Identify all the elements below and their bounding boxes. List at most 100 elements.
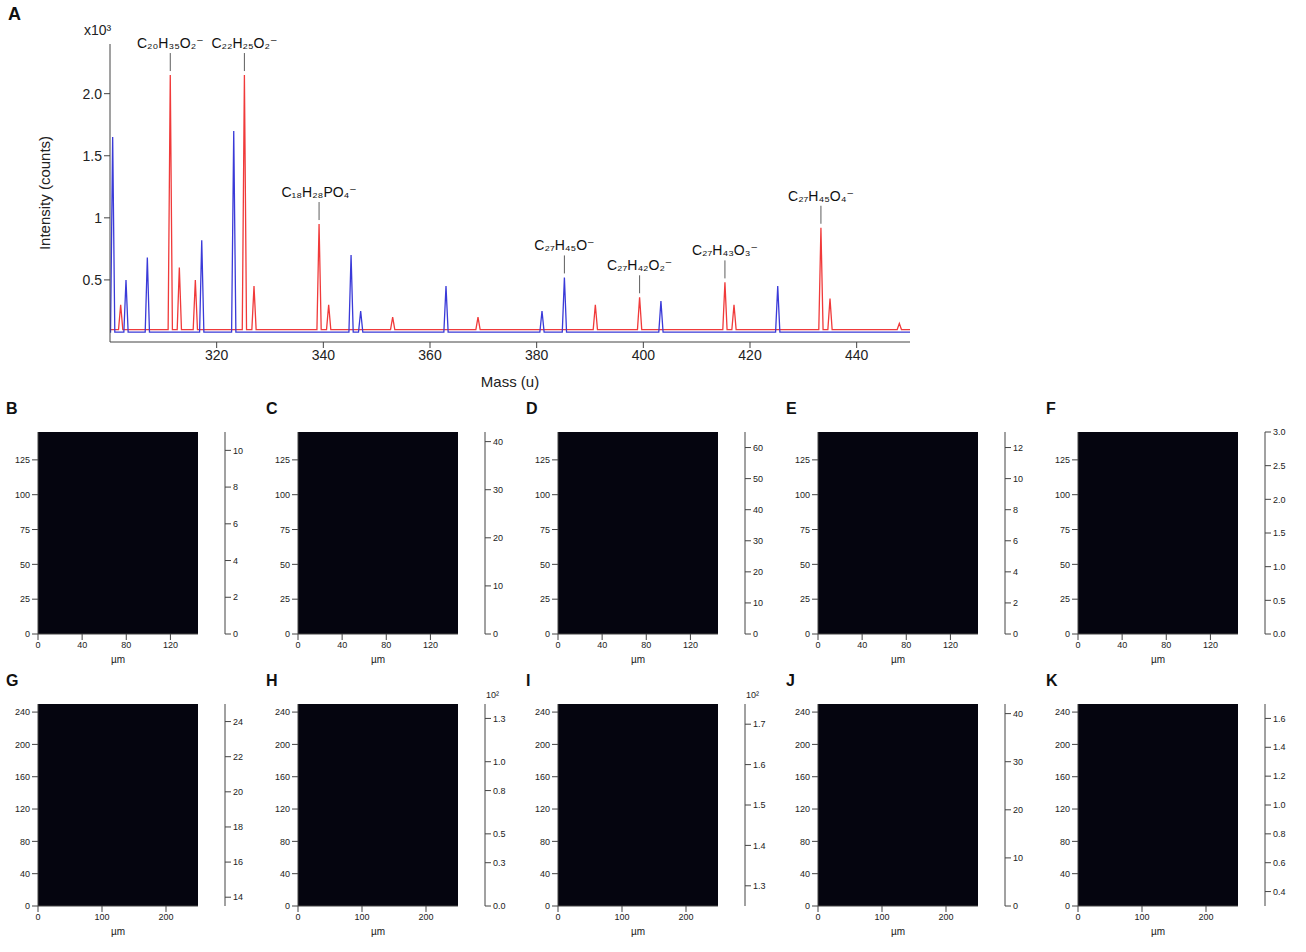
svg-text:8: 8 [233,482,238,492]
svg-text:1.0: 1.0 [1273,800,1286,810]
svg-text:80: 80 [800,837,810,847]
svg-text:80: 80 [121,640,131,650]
svg-text:40: 40 [20,869,30,879]
svg-text:200: 200 [678,912,693,922]
svg-text:50: 50 [1060,560,1070,570]
svg-text:125: 125 [1055,455,1070,465]
svg-text:125: 125 [275,455,290,465]
svg-text:25: 25 [20,594,30,604]
svg-text:200: 200 [1198,912,1213,922]
svg-text:0: 0 [1013,901,1018,911]
svg-text:1.6: 1.6 [753,760,766,770]
svg-text:0: 0 [295,640,300,650]
svg-text:40: 40 [540,869,550,879]
svg-text:320: 320 [205,347,229,363]
svg-text:75: 75 [20,525,30,535]
svg-text:0: 0 [1075,912,1080,922]
svg-text:0.8: 0.8 [493,786,506,796]
svg-text:C₂₇H₄₂O₂⁻: C₂₇H₄₂O₂⁻ [607,257,672,273]
svg-text:6: 6 [233,519,238,529]
svg-text:C₂₇H₄₃O₃⁻: C₂₇H₄₃O₃⁻ [692,242,758,258]
svg-text:40: 40 [77,640,87,650]
svg-text:0: 0 [1065,901,1070,911]
svg-text:0: 0 [285,901,290,911]
svg-text:80: 80 [1060,837,1070,847]
svg-text:120: 120 [795,804,810,814]
svg-text:4: 4 [1013,567,1018,577]
svg-text:240: 240 [1055,707,1070,717]
svg-text:120: 120 [683,640,698,650]
svg-text:0: 0 [35,912,40,922]
svg-text:20: 20 [233,787,243,797]
svg-text:1.4: 1.4 [1273,742,1286,752]
svg-text:0: 0 [753,629,758,639]
svg-text:1.5: 1.5 [1273,528,1286,538]
svg-text:24: 24 [233,717,243,727]
svg-text:50: 50 [20,560,30,570]
svg-text:40: 40 [597,640,607,650]
svg-text:120: 120 [163,640,178,650]
svg-text:420: 420 [738,347,762,363]
svg-text:0: 0 [25,901,30,911]
svg-text:80: 80 [641,640,651,650]
svg-text:Mass (u): Mass (u) [481,373,539,390]
svg-text:µm: µm [111,926,125,937]
svg-text:80: 80 [540,837,550,847]
svg-text:C₁₈H₂₈PO₄⁻: C₁₈H₂₈PO₄⁻ [281,184,356,200]
svg-text:200: 200 [535,740,550,750]
svg-text:120: 120 [15,804,30,814]
svg-text:µm: µm [1151,654,1165,665]
svg-text:6: 6 [1013,536,1018,546]
svg-text:µm: µm [631,926,645,937]
svg-text:0: 0 [1065,629,1070,639]
svg-text:2.0: 2.0 [1273,495,1286,505]
svg-text:22: 22 [233,752,243,762]
svg-text:0: 0 [815,912,820,922]
svg-text:120: 120 [535,804,550,814]
svg-text:80: 80 [1161,640,1171,650]
svg-text:240: 240 [795,707,810,717]
svg-text:0.4: 0.4 [1273,887,1286,897]
svg-text:0.6: 0.6 [1273,858,1286,868]
svg-text:0.5: 0.5 [493,829,506,839]
svg-text:3.0: 3.0 [1273,427,1286,437]
svg-text:100: 100 [1134,912,1149,922]
svg-text:160: 160 [535,772,550,782]
svg-text:120: 120 [423,640,438,650]
svg-text:340: 340 [312,347,336,363]
svg-text:µm: µm [111,654,125,665]
svg-text:100: 100 [874,912,889,922]
svg-text:25: 25 [1060,594,1070,604]
svg-text:60: 60 [753,443,763,453]
svg-text:10: 10 [1013,853,1023,863]
svg-text:20: 20 [1013,805,1023,815]
svg-text:µm: µm [631,654,645,665]
svg-text:2: 2 [233,592,238,602]
svg-text:40: 40 [1117,640,1127,650]
svg-text:360: 360 [418,347,442,363]
svg-text:0: 0 [1013,629,1018,639]
svg-text:40: 40 [493,437,503,447]
svg-text:20: 20 [753,567,763,577]
svg-text:30: 30 [1013,757,1023,767]
svg-text:120: 120 [275,804,290,814]
svg-text:0: 0 [233,629,238,639]
svg-text:120: 120 [1055,804,1070,814]
svg-text:25: 25 [540,594,550,604]
svg-text:Intensity (counts): Intensity (counts) [36,136,53,250]
svg-text:80: 80 [381,640,391,650]
svg-text:0.5: 0.5 [1273,596,1286,606]
svg-text:1.4: 1.4 [753,841,766,851]
svg-text:1: 1 [94,210,102,226]
svg-text:100: 100 [535,490,550,500]
svg-text:240: 240 [535,707,550,717]
svg-text:2.5: 2.5 [1273,461,1286,471]
svg-text:40: 40 [857,640,867,650]
svg-text:0.8: 0.8 [1273,829,1286,839]
svg-text:0.5: 0.5 [83,272,103,288]
svg-text:30: 30 [753,536,763,546]
svg-text:0.3: 0.3 [493,858,506,868]
svg-text:80: 80 [20,837,30,847]
svg-text:200: 200 [418,912,433,922]
svg-text:8: 8 [1013,505,1018,515]
